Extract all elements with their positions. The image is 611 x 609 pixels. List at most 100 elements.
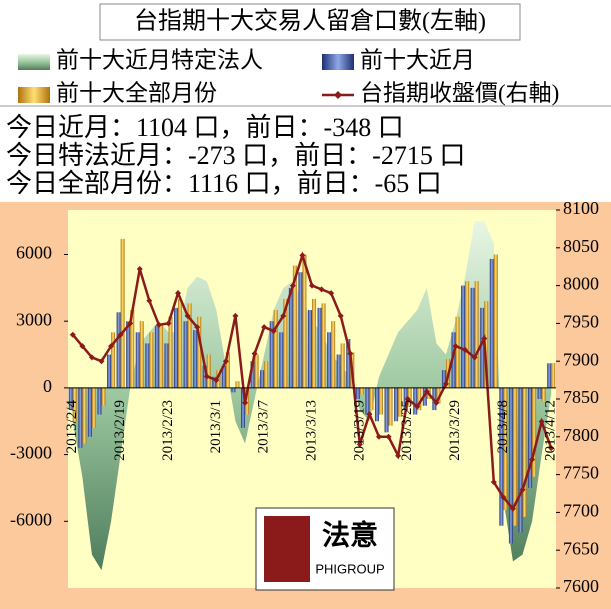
- bar: [499, 387, 504, 526]
- line-marker: [423, 388, 430, 395]
- bar: [394, 387, 399, 422]
- bar: [273, 310, 278, 388]
- bar: [91, 387, 96, 428]
- bar: [417, 387, 422, 411]
- line-marker: [404, 396, 411, 402]
- y2-tick-label: 7850: [563, 387, 599, 407]
- bar: [279, 332, 284, 388]
- plot: -6000 -3000 0 3000 6000 7600 7650 7700 7750 7800 7…: [10, 198, 599, 596]
- bar: [359, 387, 364, 395]
- y2-tick-label: 8000: [563, 274, 599, 294]
- bar: [355, 387, 360, 399]
- line-marker: [251, 350, 258, 357]
- y2-tick-label: 7750: [563, 463, 599, 483]
- line-marker: [127, 320, 134, 327]
- line-marker: [452, 343, 459, 350]
- line-marker: [366, 411, 373, 418]
- bar: [532, 387, 537, 477]
- x-tick-label: 2013/4/12: [543, 400, 559, 461]
- bar: [269, 321, 274, 388]
- bar: [465, 281, 470, 388]
- y2-tick-label: 8050: [563, 236, 599, 256]
- y-tick-label: -6000: [10, 509, 52, 529]
- legend-swatch: [322, 54, 354, 70]
- bar: [225, 352, 230, 388]
- bar: [250, 361, 255, 388]
- line-marker: [232, 312, 239, 319]
- line-marker: [213, 377, 220, 384]
- line-marker: [509, 505, 516, 512]
- bar: [436, 387, 441, 404]
- bar: [254, 354, 259, 388]
- line-marker: [194, 324, 201, 331]
- y2-tick-label: 7950: [563, 312, 599, 332]
- bar: [480, 307, 485, 388]
- bar: [321, 303, 326, 388]
- bar: [154, 325, 159, 388]
- x-tick-label: 2013/2/19: [112, 400, 128, 461]
- bar: [68, 387, 73, 411]
- bar: [168, 316, 173, 388]
- line-marker: [270, 327, 277, 334]
- bar: [455, 316, 460, 388]
- bar: [413, 387, 418, 415]
- bar: [87, 387, 92, 437]
- y-tick-label: 0: [43, 376, 52, 396]
- bar: [470, 287, 475, 388]
- line-marker: [375, 433, 382, 440]
- bar: [407, 387, 412, 406]
- line-marker: [471, 354, 478, 361]
- y2-tick-label: 7900: [563, 349, 599, 369]
- line-marker: [175, 290, 182, 297]
- bar: [451, 332, 456, 388]
- info-line: 今日全部月份：1116 口，前日：-65 口: [6, 169, 442, 198]
- bar: [307, 310, 312, 388]
- line-marker: [500, 494, 507, 501]
- line-marker: [280, 312, 287, 319]
- x-tick-label: 2013/2/4: [64, 400, 80, 454]
- line-marker: [490, 479, 497, 486]
- info-line: 今日特法近月：-273 口，前日：-2715 口: [6, 141, 465, 170]
- bar: [158, 325, 163, 388]
- bar: [139, 321, 144, 388]
- x-tick-label: 2013/3/1: [208, 400, 224, 453]
- bar: [474, 281, 479, 388]
- bar: [493, 254, 498, 388]
- bar: [522, 387, 527, 517]
- line-marker: [548, 445, 555, 452]
- line-marker: [385, 433, 392, 440]
- line-marker: [462, 346, 469, 353]
- bar: [82, 387, 87, 444]
- bar: [149, 332, 154, 388]
- bar: [365, 387, 370, 415]
- line-marker: [203, 373, 210, 380]
- legend-label: 前十大全部月份: [56, 80, 217, 105]
- line-marker: [146, 297, 153, 304]
- bar: [551, 363, 556, 388]
- area: [72, 221, 552, 571]
- bar: [288, 287, 293, 388]
- bar: [292, 265, 297, 388]
- bar: [107, 354, 112, 388]
- bar: [312, 298, 317, 388]
- bar: [503, 387, 508, 511]
- line-marker: [442, 380, 449, 387]
- bar: [174, 307, 179, 388]
- x-tick-label: 2013/3/19: [351, 400, 367, 461]
- logo-sub: PHIGROUP: [315, 561, 384, 576]
- line-marker: [88, 354, 95, 361]
- bar: [528, 387, 533, 488]
- bar: [336, 354, 341, 388]
- line-marker: [356, 441, 363, 448]
- y2-tick-label: 8100: [563, 198, 599, 218]
- bar: [183, 321, 188, 388]
- bar: [216, 370, 221, 388]
- bar: [441, 370, 446, 388]
- legend-label: 台指期收盤價(右軸): [360, 80, 559, 105]
- bar: [111, 332, 116, 388]
- line-marker: [79, 343, 86, 350]
- line-marker: [108, 343, 115, 350]
- bar: [484, 301, 489, 388]
- bar: [378, 387, 383, 415]
